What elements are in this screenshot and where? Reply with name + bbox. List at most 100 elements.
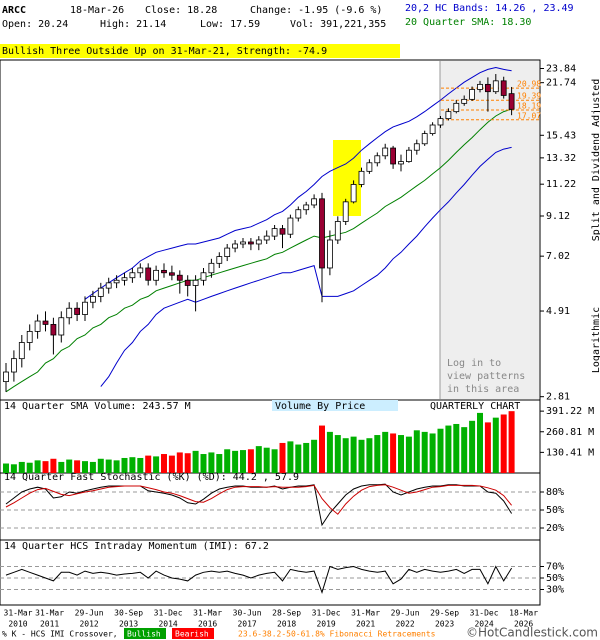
volume-bar — [121, 457, 128, 473]
y-tick-label: 50% — [546, 505, 564, 516]
level-label: 20.98 — [517, 80, 541, 89]
volume-bar — [508, 411, 515, 473]
locked-area — [440, 61, 539, 399]
low: Low: 17.59 — [200, 19, 260, 30]
candle-body — [184, 279, 191, 286]
y-tick-label: 20% — [546, 523, 564, 534]
candle-body — [66, 307, 73, 319]
volume-bar — [50, 458, 57, 473]
x-tick-label: 28-Sep — [272, 609, 301, 618]
candle-body — [90, 296, 96, 303]
volume-bar — [271, 449, 278, 473]
volume-bar — [303, 442, 310, 473]
volume-bar — [295, 444, 302, 473]
candle-body — [82, 301, 88, 315]
candle-body — [461, 98, 468, 104]
x-tick-label: 2026 — [514, 620, 533, 629]
candle-body — [398, 161, 404, 165]
bullish-box — [124, 628, 166, 639]
volume-bar — [105, 459, 112, 473]
volume-bar — [184, 453, 191, 473]
volume-bar — [145, 455, 152, 473]
volume-bar — [255, 446, 262, 473]
volume-bar — [326, 431, 333, 473]
volume-bar — [342, 438, 349, 473]
candle-body — [477, 83, 483, 90]
volume: Vol: 391,221,355 — [290, 19, 386, 30]
volume-bar — [279, 442, 286, 473]
x-tick-label: 29-Sep — [430, 609, 459, 618]
x-tick-label: 31-Dec — [154, 609, 183, 618]
volume-bar — [3, 463, 9, 473]
volume-bar — [129, 457, 136, 473]
copyright: ©HotCandlestick.com — [466, 626, 598, 640]
candle-body — [334, 221, 341, 241]
volume-bar — [366, 438, 373, 473]
x-tick-label: 31-Mar — [4, 609, 33, 618]
candle-body — [247, 241, 254, 245]
candle-body — [74, 307, 80, 315]
sma: 20 Quarter SMA: 18.30 — [405, 17, 531, 28]
candle-body — [18, 342, 25, 360]
candle-body — [58, 317, 65, 336]
volume-bar — [113, 460, 120, 473]
volume-bar — [500, 414, 507, 473]
y-tick-label: 9.12 — [546, 211, 570, 222]
notice: Log in to — [447, 358, 501, 369]
x-tick-label: 2012 — [79, 620, 98, 629]
panel-title: 14 Quarter SMA Volume: 243.57 M — [4, 401, 191, 412]
x-tick-label: 29-Jun — [391, 609, 420, 618]
x-tick-label: 2017 — [237, 620, 256, 629]
candle-body — [255, 239, 262, 245]
volume-bar — [311, 439, 318, 473]
volume-bar — [200, 454, 207, 473]
y-tick-label: 7.02 — [546, 251, 570, 262]
volume-bar — [192, 450, 199, 473]
y-tick-label: 2.81 — [546, 392, 570, 403]
x-tick-label: 31-Mar — [193, 609, 222, 618]
volume-bar — [453, 423, 460, 473]
candle-body — [437, 118, 444, 126]
x-tick-label: 30-Jun — [233, 609, 262, 618]
bearish-box — [172, 628, 214, 639]
panel-label: Volume By Price — [275, 401, 365, 412]
candle-body — [129, 272, 136, 279]
volume-bar — [161, 454, 167, 473]
volume-bar — [413, 430, 420, 473]
candle-body — [10, 358, 17, 373]
candle-body — [113, 279, 120, 284]
stochastic-panel — [0, 472, 541, 541]
candle-body — [232, 243, 239, 249]
candle-body — [358, 170, 365, 185]
volume-bar — [137, 457, 144, 473]
volume-bar — [153, 456, 160, 473]
y-tick-label: 391.22 M — [546, 406, 594, 417]
volume-bar — [34, 460, 41, 473]
candle-body — [326, 239, 333, 269]
panel-label: QUARTERLY CHART — [430, 401, 520, 412]
close: Close: 18.28 — [145, 5, 217, 16]
volume-bar — [445, 425, 452, 473]
volume-bar — [240, 450, 246, 473]
x-tick-label: 18-Mar — [509, 609, 538, 618]
candle-body — [137, 267, 144, 274]
panel-title: 14 Quarter HCS Intraday Momentum (IMI): … — [4, 541, 269, 552]
candle-body — [3, 371, 9, 383]
candle-body — [366, 162, 373, 172]
footer-bearish: Bearish — [175, 630, 209, 639]
volume-bar — [42, 461, 49, 473]
candle-body — [484, 83, 491, 93]
candle-body — [405, 149, 412, 162]
footer-bullish: Bullish — [127, 630, 161, 639]
level-label: 18.19 — [517, 102, 541, 111]
panel-title: 14 Quarter Fast Stochastic (%K) (%D): 44… — [4, 472, 299, 483]
y-tick-label: 50% — [546, 573, 564, 584]
volume-bar — [382, 431, 389, 473]
volume-bar — [74, 460, 81, 473]
volume-bar — [224, 449, 231, 473]
date: 18-Mar-26 — [70, 5, 124, 16]
x-tick-label: 2018 — [277, 620, 296, 629]
candle-body — [192, 279, 199, 286]
volume-bar — [18, 461, 25, 473]
